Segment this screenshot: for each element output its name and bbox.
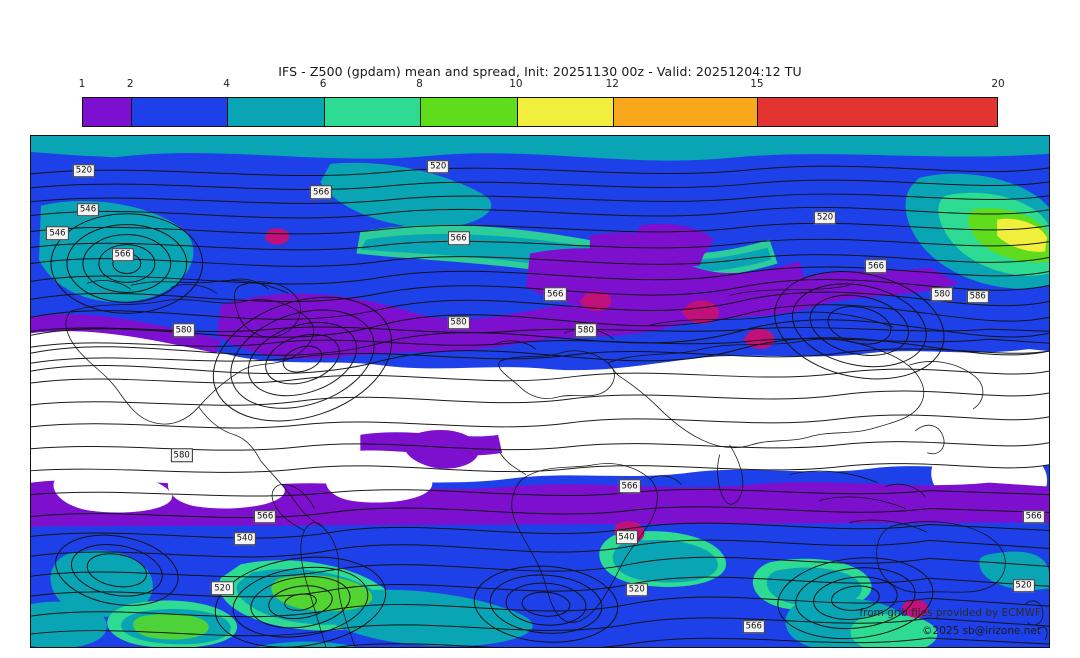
spread-colorbar [82,97,998,127]
colorbar-tick-6: 6 [319,78,327,90]
contour-label: 566 [1022,509,1045,524]
contour-label: 586 [966,290,989,304]
contour-label: 520 [211,581,234,595]
contour-label: 580 [170,448,193,463]
contour-label: 546 [76,202,100,217]
colorbar-tick-10: 10 [509,78,523,90]
colorbar-tick-15: 15 [750,78,764,90]
contour-label: 566 [310,185,333,199]
colorbar-segment-1-2 [83,98,132,126]
contour-label: 520 [625,583,648,597]
contour-label: 580 [930,287,954,302]
colorbar-tick-4: 4 [223,78,230,90]
contour-label: 566 [618,479,641,493]
contour-label: 540 [233,531,256,546]
contour-label: 580 [574,323,597,337]
contour-label: 520 [1012,578,1035,593]
map-canvas [31,136,1049,647]
contour-label: 566 [742,619,765,634]
contour-label: 540 [615,530,638,544]
contour-label: 520 [427,159,450,174]
contour-label: 520 [72,163,96,178]
colorbar-segment-10-12 [517,98,615,126]
contour-label: 566 [254,509,277,524]
contour-label: 520 [813,211,837,225]
colorbar-container: 1 2 4 6 8 10 12 15 20 [79,78,1005,127]
colorbar-tick-8: 8 [416,78,423,90]
colorbar-tick-12: 12 [605,78,619,90]
colorbar-segment-4-6 [228,98,325,126]
colorbar-segment-12-15 [614,98,759,126]
colorbar-tick-20: 20 [991,78,1005,90]
contour-label: 546 [46,226,69,240]
contour-label: 566 [111,247,134,262]
contour-label: 566 [864,259,888,274]
contour-label: 566 [447,231,470,245]
colorbar-tick-labels: 1 2 4 6 8 10 12 15 20 [78,78,1005,94]
map-panel[interactable]: 520 520 546 546 566 566 566 520 566 566 580 580 580 5… [30,135,1050,648]
contour-label: 566 [544,287,567,302]
copyright-credit: ©2025 sb@irizone.net [922,625,1041,637]
contour-label: 580 [172,323,195,337]
colorbar-tick-2: 2 [126,78,134,90]
colorbar-segment-8-10 [421,98,518,126]
contour-label: 580 [447,315,470,330]
data-source-credit: from grib files provided by ECMWF [859,607,1041,619]
colorbar-tick-1: 1 [78,78,86,90]
colorbar-segment-6-8 [324,98,422,126]
colorbar-segment-15-20 [758,98,997,126]
colorbar-segment-2-4 [131,98,229,126]
figure-title: IFS - Z500 (gpdam) mean and spread, Init… [278,64,802,79]
